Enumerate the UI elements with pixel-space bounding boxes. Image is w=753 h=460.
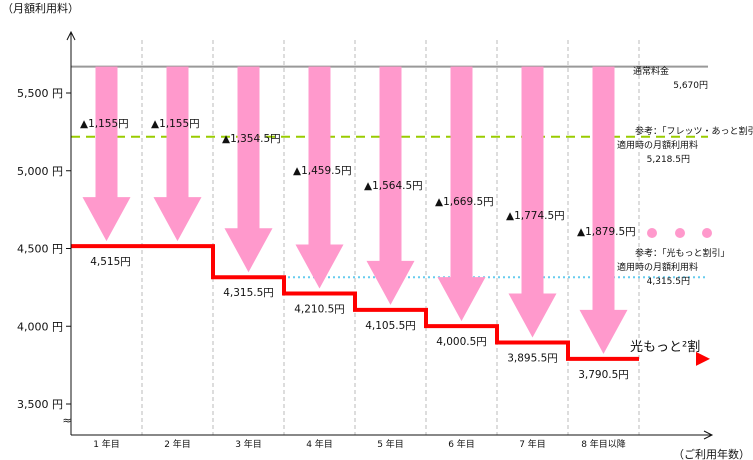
reference-label: 通常料金 [633,65,669,77]
x-tick-label: 3 年目 [235,438,262,450]
price-label: 4,105.5円 [365,320,416,332]
x-tick-label: 5 年目 [377,438,404,450]
y-axis-title: （月額利用料） [2,1,79,15]
price-series [71,244,710,366]
reference-label: 参考：「フレッツ・あっと割引」 [635,125,753,137]
discount-arrow [508,66,557,338]
discount-arrow [366,66,415,305]
discount-arrow [295,66,344,289]
x-tick-label: 4 年目 [306,438,333,450]
decorative-dot [675,228,685,238]
discount-arrow [437,66,486,322]
x-axis-arrowhead [703,430,714,440]
reference-label: 参考：「光もっと割引」 [635,247,730,259]
reference-label: 5,218.5円 [647,154,690,165]
price-label: 4,315.5円 [223,287,274,299]
discount-arrow [82,66,131,242]
reference-label: 5,670円 [673,80,708,91]
axes: ≈3,500 円 4,000 円 4,500 円 5,000 円 5,500 円 1 年目… [17,30,714,450]
discount-label: ▲1,155円 [80,118,129,130]
discount-label: ▲1,669.5円 [435,196,494,208]
discount-label: ▲1,155円 [151,118,200,130]
price-label: 4,515円 [90,256,131,268]
discount-label: ▲1,879.5円 [577,226,636,238]
x-tick-label: 6 年目 [448,438,475,450]
discount-arrows [82,66,712,354]
price-label: 3,790.5円 [578,369,629,381]
decorative-dot [647,228,657,238]
reference-label: 適用時の月額利用料 [617,261,698,273]
reference-label: 適用時の月額利用料 [617,139,698,151]
y-tick-label: 5,500 円 [17,87,63,100]
x-tick-label: 7 年目 [519,438,546,450]
price-step-line [71,244,639,361]
axis-break-mark: ≈ [62,414,71,427]
discount-label: ▲1,459.5円 [293,165,352,177]
discount-label: ▲1,564.5円 [364,180,423,192]
y-tick-label: 4,000 円 [17,320,63,333]
x-tick-label: 1 年目 [93,438,120,450]
discount-arrow [224,66,273,273]
reference-label: 4,315.5円 [647,276,690,287]
price-label: 4,000.5円 [436,336,487,348]
price-label: 4,210.5円 [294,304,345,316]
y-axis-arrowhead [66,30,76,41]
discount-label: ▲1,774.5円 [506,210,565,222]
y-tick-label: 5,000 円 [17,165,63,178]
x-tick-label: 8 年目以降 [581,438,626,450]
decorative-dot [702,228,712,238]
discount-arrow [153,66,202,242]
series-arrowhead [696,351,710,366]
series-name: 光もっと²割 [630,339,700,355]
discount-arrow [579,66,628,354]
x-axis-title: （ご利用年数） [673,447,750,460]
discount-label: ▲1,354.5円 [222,133,281,145]
y-tick-label: 3,500 円 [17,398,63,411]
price-label: 3,895.5円 [507,352,558,364]
y-tick-label: 4,500 円 [17,243,63,256]
year-dividers [141,40,640,435]
x-tick-label: 2 年目 [164,438,191,450]
